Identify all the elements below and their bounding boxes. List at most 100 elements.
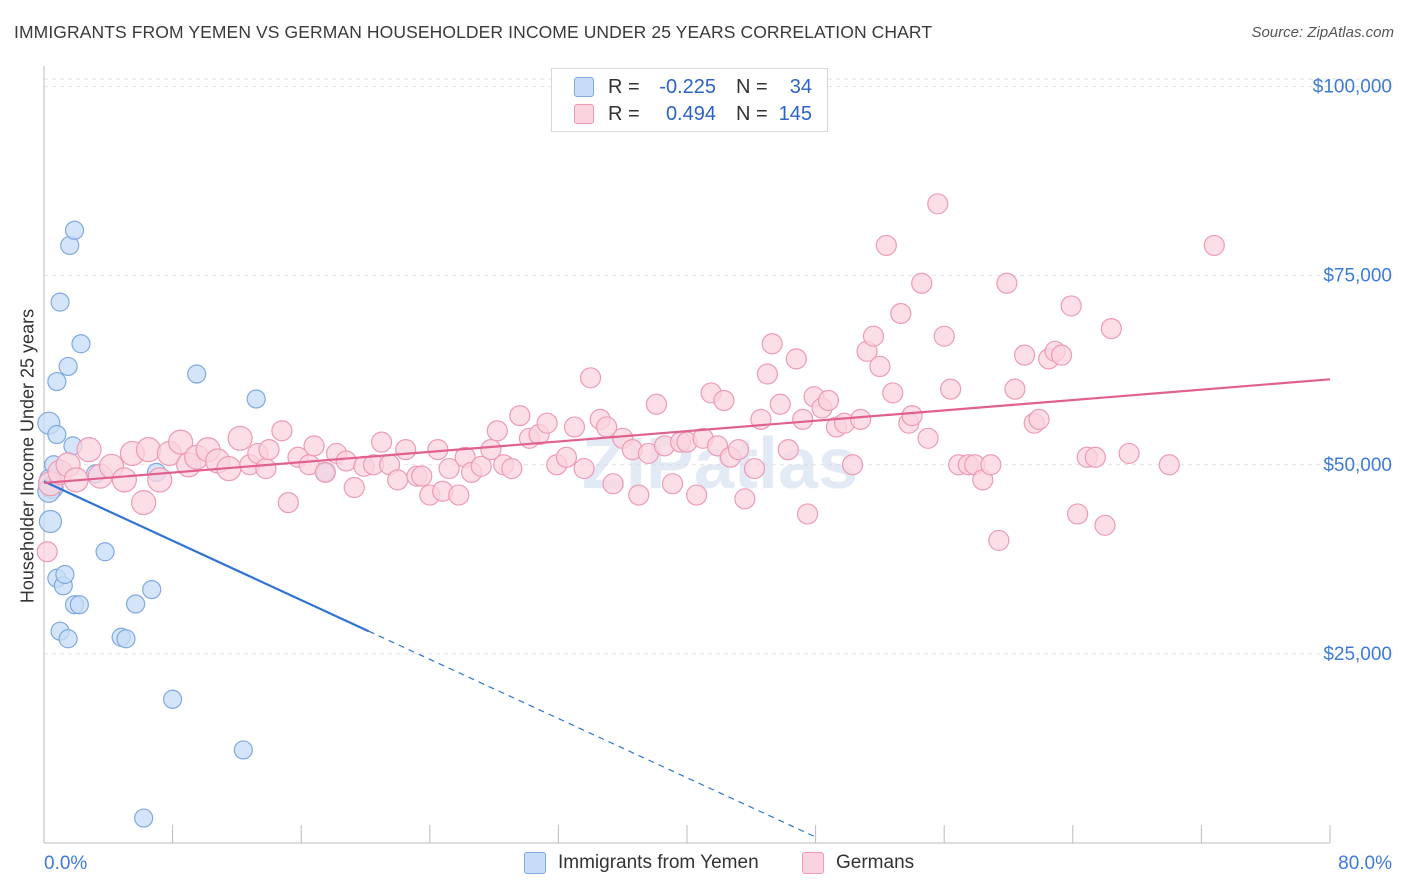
source-note: Source: ZipAtlas.com — [1251, 24, 1394, 41]
point-germans — [602, 473, 624, 495]
point-germans — [480, 439, 502, 461]
point-yemen — [134, 808, 154, 828]
point-yemen — [64, 220, 85, 240]
y-axis-label: Householder Income Under 25 years — [17, 308, 38, 604]
y-tick-label: $75,000 — [1323, 266, 1392, 287]
point-germans — [901, 405, 923, 427]
point-germans — [1013, 344, 1036, 366]
point-germans — [314, 461, 336, 483]
point-germans — [917, 427, 939, 449]
point-germans — [411, 465, 433, 487]
point-germans — [841, 454, 864, 476]
x-tick-label: 80.0% — [1338, 853, 1392, 874]
point-germans — [940, 378, 962, 400]
legend-row-germans: R = 0.494 N = 145 — [574, 102, 812, 126]
point-germans — [1203, 234, 1225, 257]
point-germans — [387, 469, 409, 491]
legend-row-yemen: R = -0.225 N = 34 — [574, 75, 812, 99]
point-germans — [536, 412, 558, 434]
point-germans — [796, 503, 819, 525]
point-yemen — [47, 424, 67, 445]
trend-line-germans — [43, 378, 1331, 485]
point-germans — [147, 467, 173, 493]
point-germans — [1084, 446, 1106, 468]
point-germans — [1028, 408, 1050, 430]
point-germans — [255, 457, 277, 480]
point-yemen — [55, 564, 75, 585]
trend-line-yemen-extrapolated — [368, 630, 816, 838]
legend-n-value: 34 — [789, 75, 812, 98]
point-germans — [501, 457, 523, 480]
point-germans — [111, 467, 137, 493]
point-germans — [227, 425, 253, 451]
point-yemen — [233, 740, 253, 760]
point-yemen — [246, 389, 266, 409]
point-yemen — [163, 689, 183, 709]
point-germans — [875, 234, 897, 257]
point-germans — [76, 437, 102, 463]
point-germans — [980, 454, 1002, 476]
bottom-legend-swatch-yemen — [524, 852, 546, 874]
point-germans — [734, 488, 756, 510]
point-germans — [727, 439, 750, 461]
bottom-legend-label-germans: Germans — [836, 852, 915, 873]
point-germans — [645, 393, 668, 415]
point-germans — [862, 325, 885, 347]
point-yemen — [69, 595, 89, 615]
legend-swatch-germans — [574, 104, 594, 124]
x-tick-label: 0.0% — [44, 853, 87, 874]
bottom-legend-yemen: Immigrants from Yemen — [524, 852, 759, 874]
point-yemen — [116, 629, 136, 649]
point-yemen — [95, 542, 115, 562]
point-germans — [168, 429, 194, 455]
point-yemen — [58, 629, 78, 649]
point-germans — [911, 272, 933, 294]
legend-n-value: 145 — [778, 102, 812, 125]
legend-swatch-yemen — [574, 77, 594, 97]
point-germans — [509, 405, 531, 427]
point-germans — [370, 431, 393, 453]
axes — [43, 66, 1331, 844]
point-yemen — [58, 356, 78, 377]
point-germans — [713, 389, 735, 412]
point-germans — [628, 484, 650, 506]
point-germans — [761, 333, 783, 355]
legend-n-label: N = — [736, 102, 768, 125]
point-germans — [395, 439, 417, 461]
point-germans — [661, 473, 684, 495]
point-germans — [470, 455, 492, 477]
point-germans — [1094, 514, 1116, 536]
point-germans — [555, 446, 578, 468]
point-germans — [933, 325, 955, 347]
point-germans — [36, 541, 58, 563]
point-yemen — [187, 364, 207, 384]
correlation-legend: R = -0.225 N = 34 R = 0.494 N = 145 — [551, 68, 828, 132]
point-germans — [686, 484, 708, 506]
bottom-legend-germans: Germans — [802, 852, 914, 874]
data-points — [36, 193, 1225, 828]
chart-title: IMMIGRANTS FROM YEMEN VS GERMAN HOUSEHOL… — [14, 22, 933, 42]
point-germans — [756, 363, 778, 385]
point-germans — [438, 457, 460, 480]
point-germans — [131, 490, 157, 516]
point-germans — [792, 408, 814, 430]
y-tick-label: $100,000 — [1313, 77, 1392, 98]
point-germans — [258, 439, 280, 461]
point-germans — [890, 302, 912, 325]
point-germans — [882, 382, 904, 404]
point-germans — [988, 529, 1010, 552]
tick-labels: $100,000 $75,000 $50,000 $25,000 0.0% 80.0% — [44, 77, 1392, 874]
point-germans — [1100, 318, 1122, 340]
point-germans — [743, 457, 766, 480]
point-germans — [1118, 442, 1140, 465]
point-germans — [850, 408, 872, 430]
point-germans — [817, 389, 840, 412]
legend-n-label: N = — [736, 75, 768, 98]
point-germans — [1050, 344, 1073, 366]
point-germans — [486, 420, 508, 442]
point-germans — [573, 457, 595, 480]
point-germans — [1004, 378, 1026, 400]
bottom-legend-label-yemen: Immigrants from Yemen — [558, 852, 759, 873]
point-germans — [927, 193, 949, 215]
